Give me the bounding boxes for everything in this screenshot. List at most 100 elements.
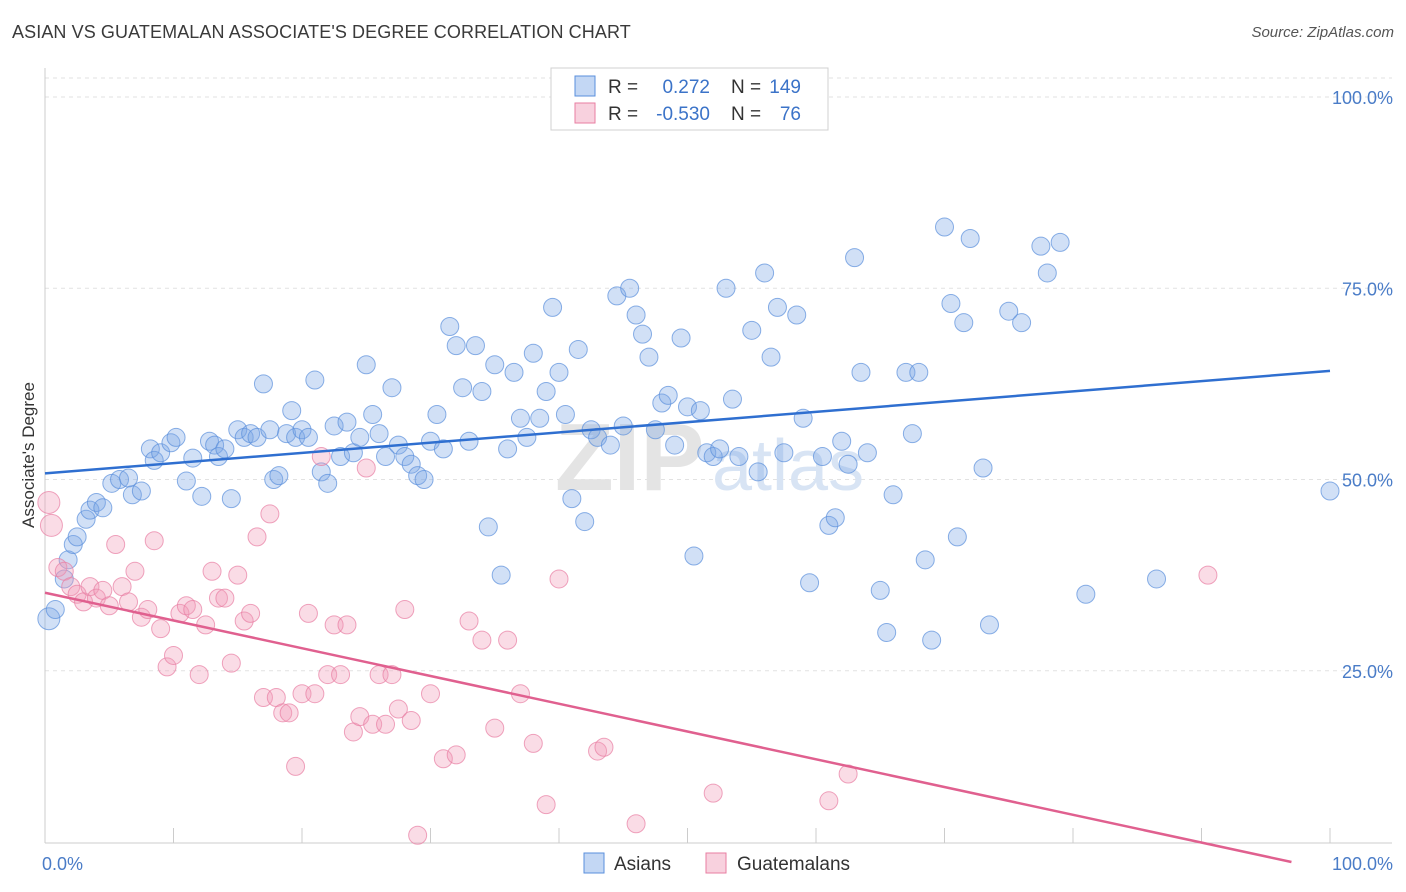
asian-point [205,435,225,455]
asian-point [755,263,775,283]
guatemalan-point [221,653,241,673]
guatemalan-point [395,600,415,620]
y-tick-label-3: 25.0% [1342,662,1393,682]
asian-point [665,435,685,455]
asian-point [941,294,961,314]
stats-legend: R = 0.272 N = 149 R = -0.530 N = 76 [550,67,829,131]
guatemalan-point [106,535,126,555]
guatemalan-point [39,513,63,537]
guatemalan-point [247,527,267,547]
asian-point [902,424,922,444]
guatemalan-swatch [574,102,596,124]
asian-point [999,301,1019,321]
tick-labels: 100.0% 75.0% 50.0% 25.0% 0.0% 100.0% [42,88,1393,874]
asian-point [298,427,318,447]
guatemalan-r-label: R = [608,104,638,125]
guatemalan-n-value: 76 [780,104,801,125]
asian-point [324,416,344,436]
asian-point [356,355,376,375]
guatemalan-point [337,615,357,635]
asian-n-value: 149 [769,77,801,98]
asian-point [498,439,518,459]
asian-point [748,462,768,482]
asian-point [76,509,96,529]
asian-point [832,431,852,451]
asian-point [787,305,807,325]
watermark-atlas: atlas [712,426,864,506]
asian-point [382,378,402,398]
asian-point [562,489,582,509]
x-tick-label-0: 0.0% [42,854,83,874]
legend-asians-swatch [583,852,605,874]
asian-point [678,397,697,417]
asian-point [161,433,181,453]
asian-point [395,447,415,467]
asian-point [131,481,151,501]
asian-point [845,248,865,268]
asian-point [851,362,871,382]
source-label: Source: ZipAtlas.com [1251,24,1394,41]
asian-point [45,600,65,620]
asian-point [472,382,492,402]
guatemalan-point [819,791,839,811]
asian-point [504,362,524,382]
guatemalan-point [331,665,351,685]
asian-point [825,508,845,528]
asian-point [37,607,61,631]
y-tick-label-2: 50.0% [1342,471,1393,491]
asian-point [199,431,219,451]
guatemalan-n-label: N = [731,104,761,125]
asian-point [722,389,742,409]
asian-point [151,443,171,463]
guatemalan-point [446,745,466,765]
y-tick-label-1: 75.0% [1342,279,1393,299]
asian-point [812,447,832,467]
asian-point [86,492,106,512]
grid-lines [45,77,1392,672]
asian-point [883,485,903,505]
guatemalan-r-value: -0.530 [656,104,710,125]
guatemalan-point [80,577,100,597]
legend-asians-label: Asians [614,854,671,875]
y-axis-label: Associate's Degree [19,382,38,528]
guatemalan-point [241,603,261,623]
asian-point [935,217,954,237]
asian-point [703,447,723,467]
asian-point [1050,232,1070,252]
asian-point [433,439,453,459]
asian-point [870,580,890,600]
legend-guatemalans-label: Guatemalans [737,854,850,875]
asian-point [1320,481,1340,501]
guatemalan-point [279,703,299,723]
asian-point [440,317,460,336]
asian-point [401,454,421,474]
asian-point [140,439,160,459]
asian-trend-line [44,369,1331,475]
asian-point [947,527,967,547]
asian-point [536,382,556,402]
asian-point [166,427,186,447]
asian-point [671,328,691,348]
asian-point [543,297,563,317]
guatemalan-point [286,756,306,776]
asian-point [311,462,331,482]
guatemalan-point [208,588,228,608]
guatemalan-point [273,703,293,723]
guatemalan-point [523,733,543,753]
asian-point [453,378,473,398]
guatemalan-point [549,569,569,589]
asian-point [652,393,672,413]
asian-point [369,424,389,444]
chart-title: ASIAN VS GUATEMALAN ASSOCIATE'S DEGREE C… [12,22,631,42]
asian-points [37,217,1340,650]
asian-point [54,569,74,589]
asian-point [922,630,942,650]
guatemalan-points [37,447,1218,845]
asian-point [331,447,351,467]
asian-point [555,404,575,424]
asian-r-label: R = [608,77,638,98]
asian-point [510,408,530,428]
asian-point [363,404,383,424]
guatemalan-point [164,645,183,665]
guatemalan-point [382,665,402,685]
